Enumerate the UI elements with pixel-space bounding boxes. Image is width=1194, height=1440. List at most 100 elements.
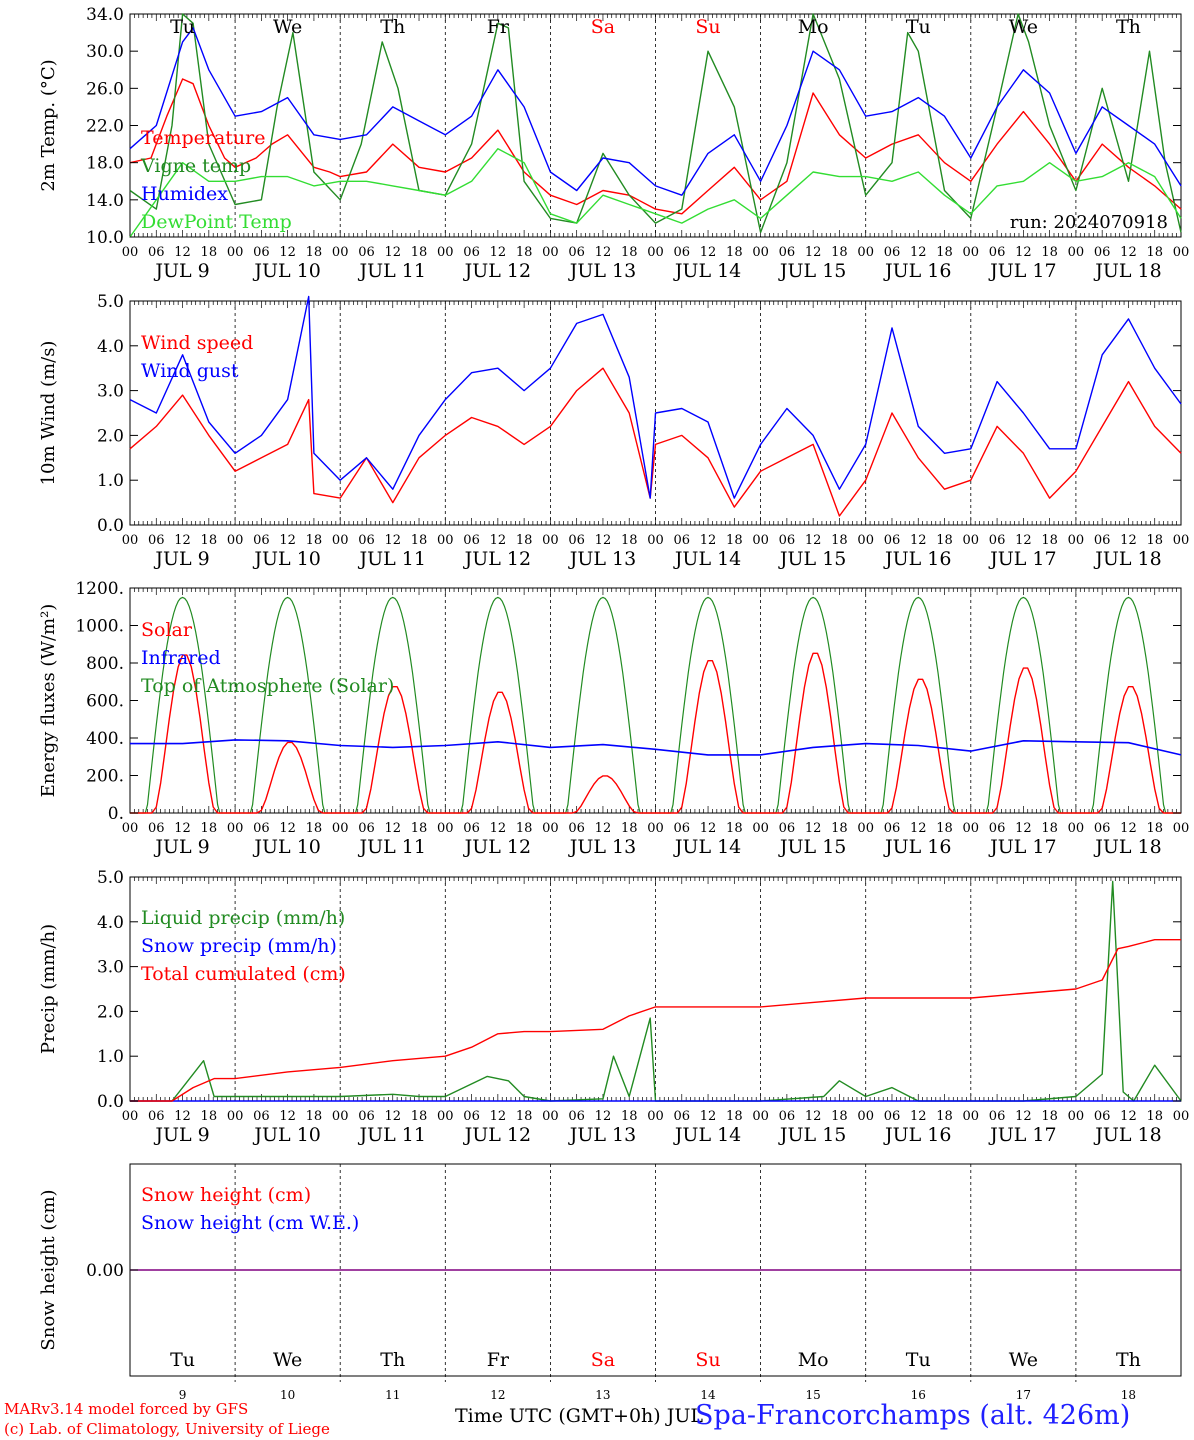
hour-tick-label: 18 [936, 821, 953, 836]
date-label: JUL 14 [673, 548, 741, 570]
hour-tick-label: 06 [779, 245, 796, 260]
date-label: JUL 15 [778, 548, 846, 570]
date-label: JUL 14 [673, 836, 741, 858]
hour-tick-label: 18 [306, 245, 323, 260]
hour-tick-label: 00 [647, 821, 664, 836]
y-tick-label: 1000. [75, 617, 124, 637]
date-label: JUL 16 [883, 836, 951, 858]
hour-tick-label: 06 [989, 245, 1006, 260]
hour-tick-label: 12 [1120, 245, 1137, 260]
hour-tick-label: 12 [1120, 533, 1137, 548]
hour-tick-label: 00 [437, 1109, 454, 1124]
hour-tick-label: 12 [805, 821, 822, 836]
hour-tick-label: 18 [831, 1109, 848, 1124]
hour-tick-label: 00 [752, 533, 769, 548]
weekday-label: Th [380, 16, 405, 38]
hour-tick-label: 00 [752, 245, 769, 260]
y-tick-label: 5.0 [97, 292, 124, 312]
legend-total-cumulated-cm-: Total cumulated (cm) [141, 963, 346, 985]
hour-tick-label: 18 [1146, 245, 1163, 260]
hour-tick-label: 18 [726, 533, 743, 548]
date-label: JUL 16 [883, 260, 951, 282]
date-label: JUL 12 [463, 260, 531, 282]
hour-tick-label: 18 [1146, 533, 1163, 548]
hour-tick-label: 00 [963, 245, 980, 260]
hour-tick-label: 06 [253, 245, 270, 260]
legend-wind-gust: Wind gust [141, 360, 239, 382]
hour-tick-label: 12 [174, 533, 191, 548]
hour-tick-label: 06 [463, 1109, 480, 1124]
weekday-label: Sa [591, 1349, 615, 1371]
hour-tick-label: 18 [621, 1109, 638, 1124]
hour-tick-label: 18 [621, 533, 638, 548]
hour-tick-label: 18 [201, 245, 218, 260]
hour-tick-label: 06 [568, 533, 585, 548]
y-tick-label: 600. [86, 692, 124, 712]
y-tick-label: 1.0 [97, 471, 124, 491]
day-number-label: 14 [700, 1388, 716, 1402]
hour-tick-label: 06 [148, 821, 165, 836]
hour-tick-label: 12 [490, 821, 507, 836]
date-label: JUL 12 [463, 1124, 531, 1146]
hour-tick-label: 00 [227, 533, 244, 548]
hour-tick-label: 00 [332, 821, 349, 836]
y-tick-label: 26.0 [86, 79, 124, 99]
date-label: JUL 17 [988, 1124, 1056, 1146]
series-wind-gust [129, 295, 1182, 499]
hour-tick-label: 06 [148, 533, 165, 548]
hour-tick-label: 18 [201, 1109, 218, 1124]
y-tick-label: 34.0 [86, 5, 124, 25]
y-tick-label: 10.0 [86, 228, 124, 248]
hour-tick-label: 06 [568, 245, 585, 260]
hour-tick-label: 06 [884, 245, 901, 260]
y-tick-label: 0.00 [86, 1261, 124, 1281]
hour-tick-label: 18 [516, 245, 533, 260]
hour-tick-label: 12 [490, 533, 507, 548]
hour-tick-label: 06 [674, 821, 691, 836]
weekday-label: Tu [170, 1349, 195, 1371]
hour-tick-label: 12 [595, 821, 612, 836]
hour-tick-label: 12 [279, 1109, 296, 1124]
weekday-label: Tu [906, 16, 931, 38]
day-number-label: 9 [179, 1388, 187, 1402]
weekday-label: We [1009, 16, 1038, 38]
hour-tick-label: 06 [358, 245, 375, 260]
legend-humidex: Humidex [141, 183, 228, 205]
lab-credit: (c) Lab. of Climatology, University of L… [4, 1420, 330, 1438]
hour-tick-label: 12 [384, 533, 401, 548]
hour-tick-label: 12 [384, 821, 401, 836]
hour-tick-label: 12 [595, 533, 612, 548]
hour-tick-label: 00 [963, 533, 980, 548]
hour-tick-label: 06 [253, 533, 270, 548]
y-tick-label: 800. [86, 654, 124, 674]
hour-tick-label: 06 [463, 533, 480, 548]
hour-tick-label: 06 [148, 245, 165, 260]
weekday-label: Tu [906, 1349, 931, 1371]
hour-tick-label: 18 [1041, 821, 1058, 836]
y-tick-label: 22.0 [86, 117, 124, 137]
date-label: JUL 9 [153, 1124, 209, 1146]
y-tick-label: 14.0 [86, 191, 124, 211]
date-label: JUL 9 [153, 260, 209, 282]
y-axis-label: Precip (mm/h) [38, 924, 59, 1054]
hour-tick-label: 06 [1094, 245, 1111, 260]
hour-tick-label: 12 [910, 1109, 927, 1124]
day-number-label: 13 [595, 1388, 610, 1402]
weekday-label: Th [380, 1349, 405, 1371]
hour-tick-label: 06 [989, 821, 1006, 836]
y-tick-label: 3.0 [97, 382, 124, 402]
model-credit: MARv3.14 model forced by GFS [4, 1400, 249, 1418]
legend-liquid-precip-mm-h-: Liquid precip (mm/h) [141, 907, 345, 929]
hour-tick-label: 18 [621, 245, 638, 260]
hour-tick-label: 18 [726, 245, 743, 260]
date-label: JUL 11 [358, 1124, 426, 1146]
hour-tick-label: 12 [595, 1109, 612, 1124]
date-label: JUL 18 [1093, 260, 1161, 282]
date-label: JUL 16 [883, 548, 951, 570]
legend-wind-speed: Wind speed [141, 332, 253, 354]
hour-tick-label: 06 [1094, 1109, 1111, 1124]
y-tick-label: 5.0 [97, 868, 124, 888]
hour-tick-label: 00 [1173, 821, 1190, 836]
date-label: JUL 9 [153, 836, 209, 858]
hour-tick-label: 00 [332, 245, 349, 260]
